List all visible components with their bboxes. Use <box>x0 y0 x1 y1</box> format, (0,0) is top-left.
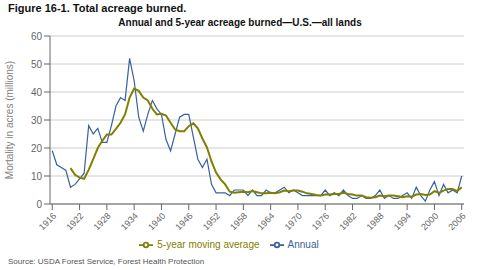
svg-text:60: 60 <box>31 31 43 42</box>
svg-text:1958: 1958 <box>228 211 249 232</box>
svg-text:1970: 1970 <box>283 211 304 232</box>
svg-text:1982: 1982 <box>337 211 358 232</box>
html-text:Figure 16-1. Total acreage bur: Figure 16-1. Total acreage burned. <box>8 2 187 14</box>
svg-text:2000: 2000 <box>419 211 440 232</box>
html-text:5-year moving average: 5-year moving average <box>157 238 260 250</box>
svg-text:1928: 1928 <box>92 211 113 232</box>
svg-text:2006: 2006 <box>446 211 467 232</box>
svg-text:10: 10 <box>31 171 43 182</box>
html-text:Annual and 5-year acreage burn: Annual and 5-year acreage burned—U.S.—al… <box>118 17 362 28</box>
svg-text:1988: 1988 <box>365 211 386 232</box>
svg-text:1940: 1940 <box>146 211 167 232</box>
svg-text:1934: 1934 <box>119 211 140 232</box>
svg-text:1946: 1946 <box>173 211 194 232</box>
svg-text:1994: 1994 <box>392 211 413 232</box>
svg-text:40: 40 <box>31 87 43 98</box>
svg-text:Mortality in acres (millions): Mortality in acres (millions) <box>8 61 15 179</box>
svg-text:1916: 1916 <box>37 211 58 232</box>
svg-text:1922: 1922 <box>64 211 85 232</box>
html-text:Source: USDA Forest Service, F: Source: USDA Forest Service, Forest Heal… <box>8 257 205 266</box>
html-text:Annual: Annual <box>287 238 319 250</box>
svg-text:50: 50 <box>31 59 43 70</box>
svg-text:1952: 1952 <box>201 211 222 232</box>
svg-text:20: 20 <box>31 143 43 154</box>
svg-text:1976: 1976 <box>310 211 331 232</box>
svg-text:1964: 1964 <box>255 211 276 232</box>
svg-text:30: 30 <box>31 115 43 126</box>
svg-text:0: 0 <box>36 199 42 210</box>
